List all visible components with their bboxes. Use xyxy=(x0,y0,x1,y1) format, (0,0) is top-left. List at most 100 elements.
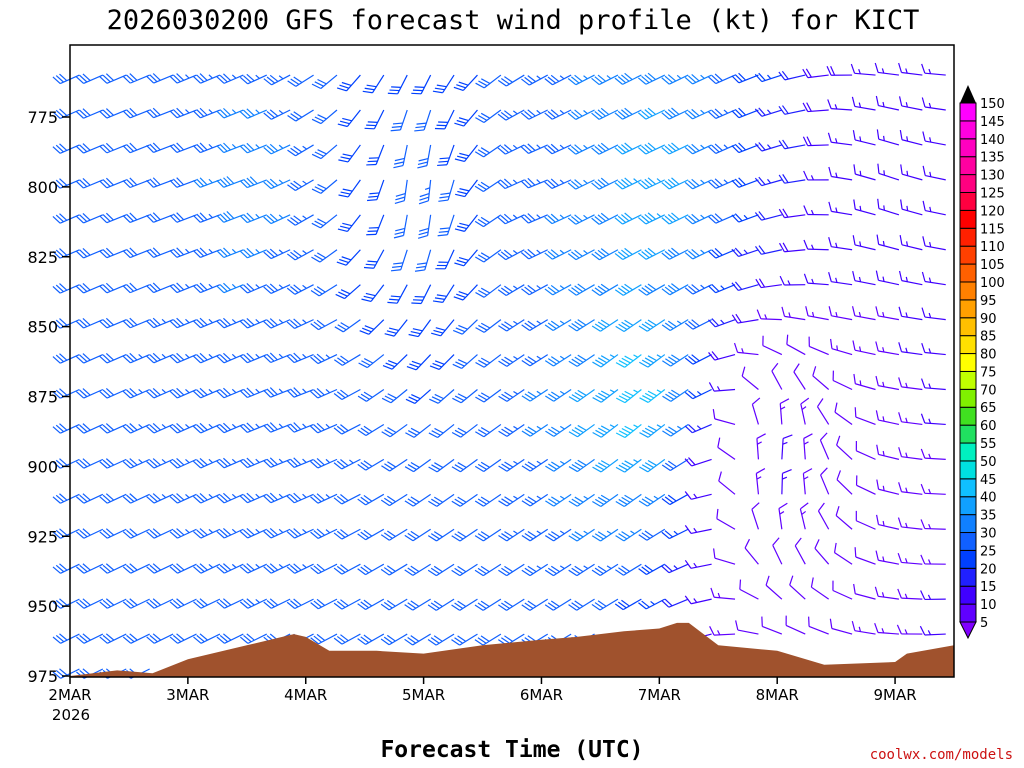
wind-barb-60 xyxy=(122,282,150,294)
wind-barb-614 xyxy=(899,129,923,146)
colorbar-label-145: 145 xyxy=(980,115,1005,130)
wind-barb-463 xyxy=(684,213,712,225)
colorbar-label-20: 20 xyxy=(980,562,997,577)
wind-barb-403 xyxy=(592,354,619,368)
wind-barb-204 xyxy=(310,528,338,539)
wind-barb-602 xyxy=(875,306,900,321)
wind-barb-256 xyxy=(380,563,408,576)
wind-barb-271 xyxy=(404,493,431,507)
wind-barb-263 xyxy=(417,214,432,239)
wind-barb-249 xyxy=(384,319,408,337)
x-tick-label-5MAR: 5MAR xyxy=(402,686,445,704)
wind-barb-127 xyxy=(216,211,244,223)
wind-barb-246 xyxy=(393,214,408,239)
wind-barb-500 xyxy=(731,313,759,324)
wind-barb-512 xyxy=(754,142,783,152)
wind-barb-77 xyxy=(146,247,174,258)
wind-barb-579 xyxy=(851,96,876,111)
wind-barb-489 xyxy=(716,508,736,530)
wind-barb-638 xyxy=(920,378,946,391)
wind-barb-492 xyxy=(709,626,736,636)
wind-barb-381 xyxy=(567,179,595,190)
wind-barb-41 xyxy=(99,247,127,259)
wind-barb-507 xyxy=(744,538,759,565)
wind-barb-163 xyxy=(263,283,291,294)
wind-barb-571 xyxy=(834,402,853,425)
wind-barb-165 xyxy=(263,352,291,364)
wind-barb-616 xyxy=(900,199,923,216)
wind-barb-299 xyxy=(453,284,478,301)
wind-barb-557 xyxy=(817,502,830,530)
wind-barb-75 xyxy=(146,177,174,188)
wind-barb-569 xyxy=(830,338,853,356)
wind-barb-58 xyxy=(122,212,150,224)
wind-barb-282 xyxy=(432,284,455,303)
wind-barb-10 xyxy=(52,423,80,434)
wind-barb-137 xyxy=(216,563,244,574)
wind-barb-131 xyxy=(216,352,244,364)
wind-barb-307 xyxy=(451,563,478,577)
wind-barb-636 xyxy=(921,307,946,321)
wind-barb-37 xyxy=(99,108,127,119)
wind-barb-211 xyxy=(338,179,361,198)
wind-barb-600 xyxy=(876,234,900,251)
wind-barb-97 xyxy=(169,352,197,364)
wind-barb-633 xyxy=(922,200,946,216)
wind-barb-113 xyxy=(192,317,221,329)
wind-barb-440 xyxy=(638,528,666,541)
wind-barb-482 xyxy=(708,284,736,294)
wind-barb-29 xyxy=(75,458,104,469)
wind-barb-640 xyxy=(920,448,946,460)
wind-barb-431 xyxy=(637,212,666,225)
wind-barb-373 xyxy=(545,493,572,507)
wind-barb-284 xyxy=(429,354,455,371)
wind-barb-92 xyxy=(169,177,197,188)
wind-barb-82 xyxy=(146,423,174,434)
wind-barb-285 xyxy=(429,389,455,404)
colorbar-label-130: 130 xyxy=(980,169,1005,184)
colorbar-box-15 xyxy=(959,585,977,605)
wind-barb-578 xyxy=(850,63,876,76)
wind-barb-152 xyxy=(239,492,267,504)
wind-barb-515 xyxy=(755,245,782,255)
wind-barb-103 xyxy=(169,563,197,574)
colorbar-label-40: 40 xyxy=(980,491,997,506)
wind-barb-42 xyxy=(99,282,127,294)
wind-barb-59 xyxy=(122,247,150,259)
wind-barb-334 xyxy=(498,319,525,332)
wind-barb-460 xyxy=(684,108,712,120)
wind-barb-379 xyxy=(567,109,595,120)
wind-barb-61 xyxy=(122,317,150,329)
wind-barb-237 xyxy=(357,493,385,506)
wind-barb-495 xyxy=(731,142,759,154)
wind-barb-197 xyxy=(310,284,338,297)
wind-barb-262 xyxy=(418,179,432,205)
wind-barb-70 xyxy=(122,633,150,644)
wind-barb-169 xyxy=(263,492,291,504)
colorbar-label-80: 80 xyxy=(980,348,997,363)
wind-barb-384 xyxy=(568,283,595,296)
wind-barb-219 xyxy=(333,458,361,470)
wind-barb-336 xyxy=(498,389,525,402)
wind-barb-447 xyxy=(661,212,689,225)
wind-barb-635 xyxy=(921,271,946,286)
wind-barb-420 xyxy=(615,389,642,404)
wind-barb-115 xyxy=(192,387,221,399)
wind-barb-520 xyxy=(779,398,790,425)
wind-barb-108 xyxy=(192,142,221,154)
wind-barb-516 xyxy=(755,278,782,289)
wind-barb-48 xyxy=(99,493,127,504)
wind-barb-189 xyxy=(286,598,314,610)
wind-barb-328 xyxy=(497,109,525,121)
wind-barb-49 xyxy=(99,528,127,539)
colorbar-label-140: 140 xyxy=(980,133,1005,148)
wind-barb-317 xyxy=(475,319,502,333)
wind-barb-556 xyxy=(820,467,830,495)
wind-barb-402 xyxy=(591,319,619,332)
wind-barb-433 xyxy=(638,283,666,296)
wind-barb-223 xyxy=(333,598,361,610)
wind-barb-488 xyxy=(718,471,736,495)
colorbar-box-130 xyxy=(959,174,977,193)
wind-barb-229 xyxy=(366,214,385,236)
